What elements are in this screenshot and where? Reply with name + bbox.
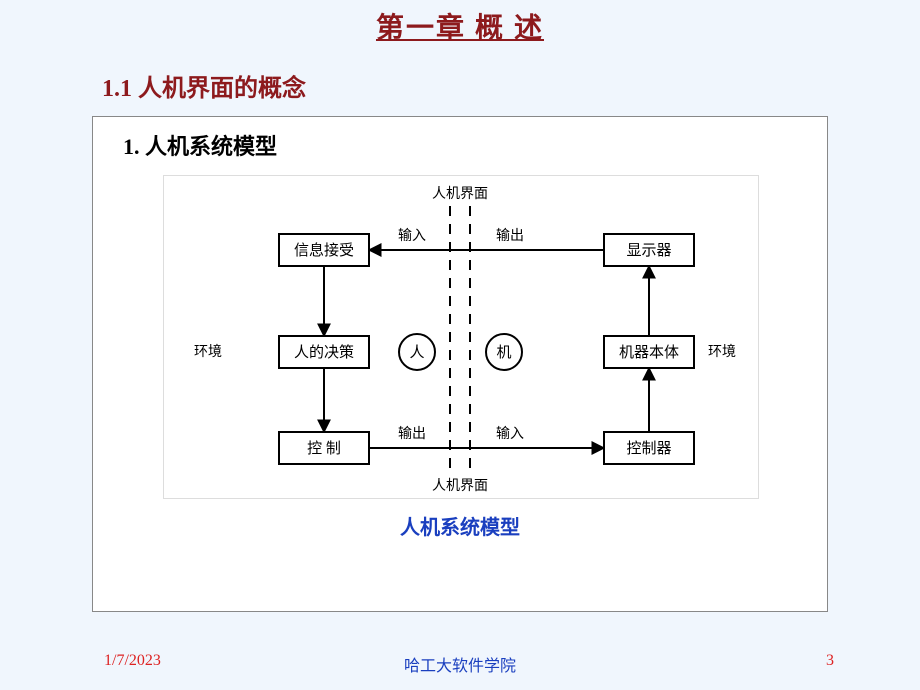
node-label-machine: 机 xyxy=(496,344,511,361)
footer-pageno: 3 xyxy=(826,652,834,670)
diagram-caption: 人机系统模型 xyxy=(93,511,827,540)
slide: 第一章 概 述 1.1 人机界面的概念 1. 人机系统模型 信息接受人的决策控 … xyxy=(0,0,920,690)
diagram-label-3: 输出 xyxy=(496,228,524,244)
diagram-container: 信息接受人的决策控 制显示器机器本体控制器人机人机界面人机界面输入输出输出输入环… xyxy=(163,175,759,499)
flowchart-svg: 信息接受人的决策控 制显示器机器本体控制器人机人机界面人机界面输入输出输出输入环… xyxy=(164,176,758,498)
section-heading: 1.1 人机界面的概念 xyxy=(102,68,306,103)
diagram-label-0: 人机界面 xyxy=(432,186,488,202)
node-label-body: 机器本体 xyxy=(619,344,679,361)
node-label-info: 信息接受 xyxy=(294,242,354,259)
content-frame: 1. 人机系统模型 信息接受人的决策控 制显示器机器本体控制器人机人机界面人机界… xyxy=(92,116,828,612)
sub-heading: 1. 人机系统模型 xyxy=(123,129,277,161)
footer: 1/7/2023 哈工大软件学院 3 xyxy=(0,652,920,674)
diagram-label-1: 人机界面 xyxy=(432,478,488,494)
node-label-ctrl: 控制器 xyxy=(626,440,671,457)
footer-school: 哈工大软件学院 xyxy=(0,652,920,676)
diagram-label-6: 环境 xyxy=(194,344,222,360)
chapter-title: 第一章 概 述 xyxy=(0,6,920,46)
node-label-control: 控 制 xyxy=(307,440,341,457)
node-label-human: 人 xyxy=(409,344,424,361)
node-label-decision: 人的决策 xyxy=(294,344,354,361)
diagram-label-7: 环境 xyxy=(708,344,736,360)
node-label-display: 显示器 xyxy=(626,243,671,259)
diagram-label-4: 输出 xyxy=(398,426,426,442)
diagram-label-2: 输入 xyxy=(398,228,426,244)
diagram-label-5: 输入 xyxy=(496,426,524,442)
